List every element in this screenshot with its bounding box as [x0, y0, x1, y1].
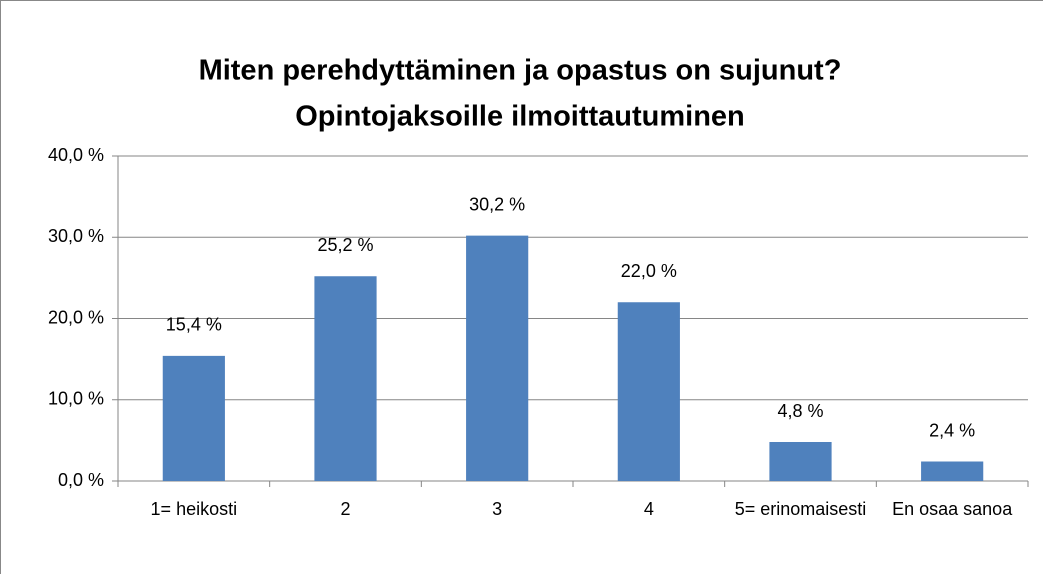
- y-tick-label: 40,0 %: [48, 145, 104, 165]
- y-tick-label: 10,0 %: [48, 389, 104, 409]
- data-label: 22,0 %: [621, 261, 677, 281]
- x-tick-label: 3: [492, 499, 503, 519]
- bar: [769, 442, 832, 481]
- x-tick-label: 2: [340, 499, 351, 519]
- bar: [921, 461, 984, 481]
- bar: [314, 276, 377, 481]
- chart-title: Miten perehdyttäminen ja opastus on suju…: [199, 55, 842, 87]
- chart-subtitle: Opintojaksoille ilmoittautuminen: [295, 101, 745, 133]
- data-label: 30,2 %: [469, 194, 525, 214]
- bar: [162, 355, 225, 481]
- x-tick-label: 1= heikosti: [150, 499, 238, 519]
- data-label: 15,4 %: [166, 315, 222, 335]
- y-tick-label: 0,0 %: [58, 470, 104, 490]
- data-label: 4,8 %: [777, 401, 823, 421]
- data-label: 25,2 %: [317, 235, 373, 255]
- x-tick-label: En osaa sanoa: [892, 499, 1013, 519]
- bar: [617, 302, 680, 481]
- bar: [466, 235, 529, 481]
- x-tick-label: 5= erinomaisesti: [734, 499, 867, 519]
- y-tick-label: 30,0 %: [48, 226, 104, 246]
- data-label: 2,4 %: [929, 420, 975, 440]
- x-tick-label: 4: [643, 499, 654, 519]
- y-tick-label: 20,0 %: [48, 307, 104, 327]
